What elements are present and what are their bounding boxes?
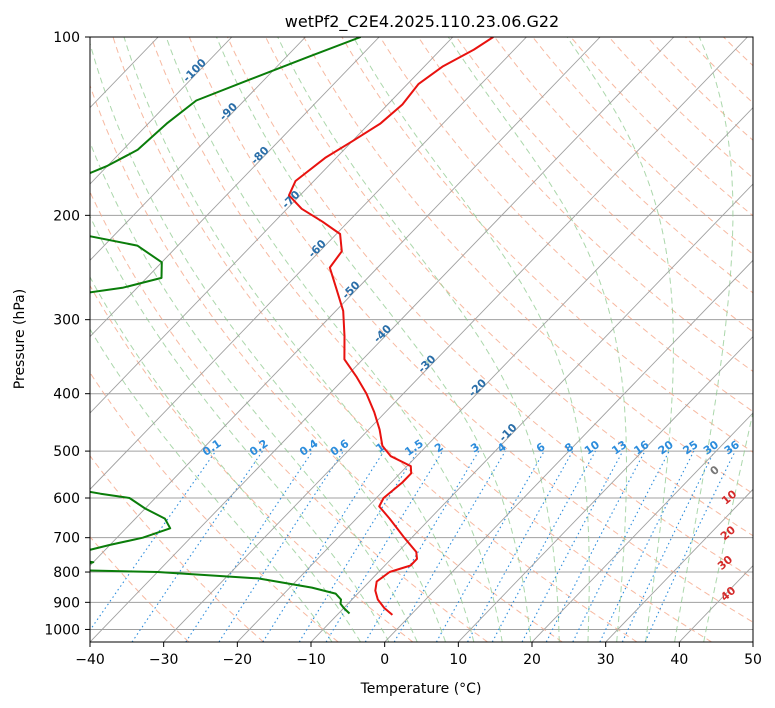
x-tick-label: 20 — [523, 652, 541, 668]
moist-adiabat-line — [90, 41, 446, 642]
isotherm-line — [531, 412, 753, 642]
y-tick-label: 600 — [53, 491, 80, 507]
x-tick-label: −20 — [223, 652, 253, 668]
isotherm-line — [237, 106, 753, 642]
y-tick-label: 500 — [53, 444, 80, 460]
x-tick-label: 50 — [744, 652, 762, 668]
moist-adiabat-line — [447, 37, 627, 642]
x-axis-label: Temperature (°C) — [360, 681, 482, 697]
x-tick-label: −30 — [149, 652, 179, 668]
isotherm-line — [458, 335, 753, 642]
y-tick-label: 200 — [53, 208, 80, 224]
isotherm-line — [90, 37, 380, 338]
y-tick-label: 300 — [53, 313, 80, 329]
dry-adiabat-line — [455, 37, 753, 333]
mixing-ratio-line — [262, 450, 385, 642]
plot-area: 0.1 0.2 0.4 0.6 1 1.5 2 3 4 6 8 10 13 16 20 25 30 36-100-… — [90, 37, 753, 642]
isotherm-line — [90, 37, 527, 490]
dry-adiabat-line — [494, 37, 753, 294]
moist-adiabat-line — [566, 37, 674, 642]
mixing-ratio-line — [599, 450, 695, 642]
y-tick-label: 100 — [53, 30, 80, 46]
dry-adiabat-line — [188, 37, 753, 623]
isotherm-gridlines — [90, 37, 753, 642]
moist-adiabat-line — [674, 37, 734, 642]
moist-adiabat-line — [123, 37, 475, 642]
x-tick-label: 30 — [597, 652, 615, 668]
x-tick-label: −10 — [296, 652, 326, 668]
y-tick-label: 800 — [53, 565, 80, 581]
isotherm-line — [90, 37, 454, 414]
mixing-ratio-line — [185, 450, 314, 642]
mixing-ratio-line — [298, 450, 419, 642]
x-tick-label: −40 — [75, 652, 105, 668]
y-tick-label: 400 — [53, 387, 80, 403]
moist-adiabat-line — [90, 140, 418, 642]
isotherm-line — [90, 37, 675, 642]
mixing-ratio-line — [621, 450, 715, 642]
mixing-ratio-line — [521, 450, 624, 642]
y-tick-label: 1000 — [44, 622, 80, 638]
x-tick-label: 0 — [380, 652, 389, 668]
mixing-ratio-line — [491, 450, 596, 642]
dry-adiabat-line — [90, 190, 488, 642]
y-tick-label: 900 — [53, 595, 80, 611]
mixing-ratio-line — [218, 450, 344, 642]
isotherm-line — [90, 37, 306, 261]
y-tick-label: 700 — [53, 531, 80, 547]
moist-adiabat-line — [352, 37, 590, 642]
moist-adiabat-line — [165, 37, 503, 642]
dry-adiabat-line — [112, 37, 638, 642]
isotherm-line — [90, 37, 233, 185]
isotherm-line — [384, 259, 753, 642]
moist-adiabat-line — [703, 410, 753, 642]
dry-adiabat-line — [90, 454, 264, 642]
chart-title: wetPf2_C2E4.2025.110.23.06.G22 — [285, 12, 559, 32]
x-tick-label: 40 — [670, 652, 688, 668]
mixing-ratio-line — [90, 450, 217, 632]
isotherm-line — [90, 37, 601, 567]
x-tick-label: 10 — [449, 652, 467, 668]
temperature-profile — [288, 37, 494, 616]
y-axis-label: Pressure (hPa) — [12, 289, 28, 389]
mixing-ratio-line — [325, 450, 444, 642]
x-axis: −40 −30 −20 −10 0 10 20 30 40 50 — [75, 642, 762, 668]
moist-adiabat-line — [277, 37, 560, 642]
mixing-ratio-line — [131, 450, 264, 642]
isotherm-line — [605, 488, 753, 642]
isotherm-line — [163, 37, 748, 642]
moist-adiabat-line — [90, 328, 333, 642]
dry-adiabat-line — [90, 84, 563, 642]
y-axis: 100 200 300 400 500 600 700 800 900 1000 — [44, 30, 90, 638]
plot-frame — [89, 36, 754, 643]
